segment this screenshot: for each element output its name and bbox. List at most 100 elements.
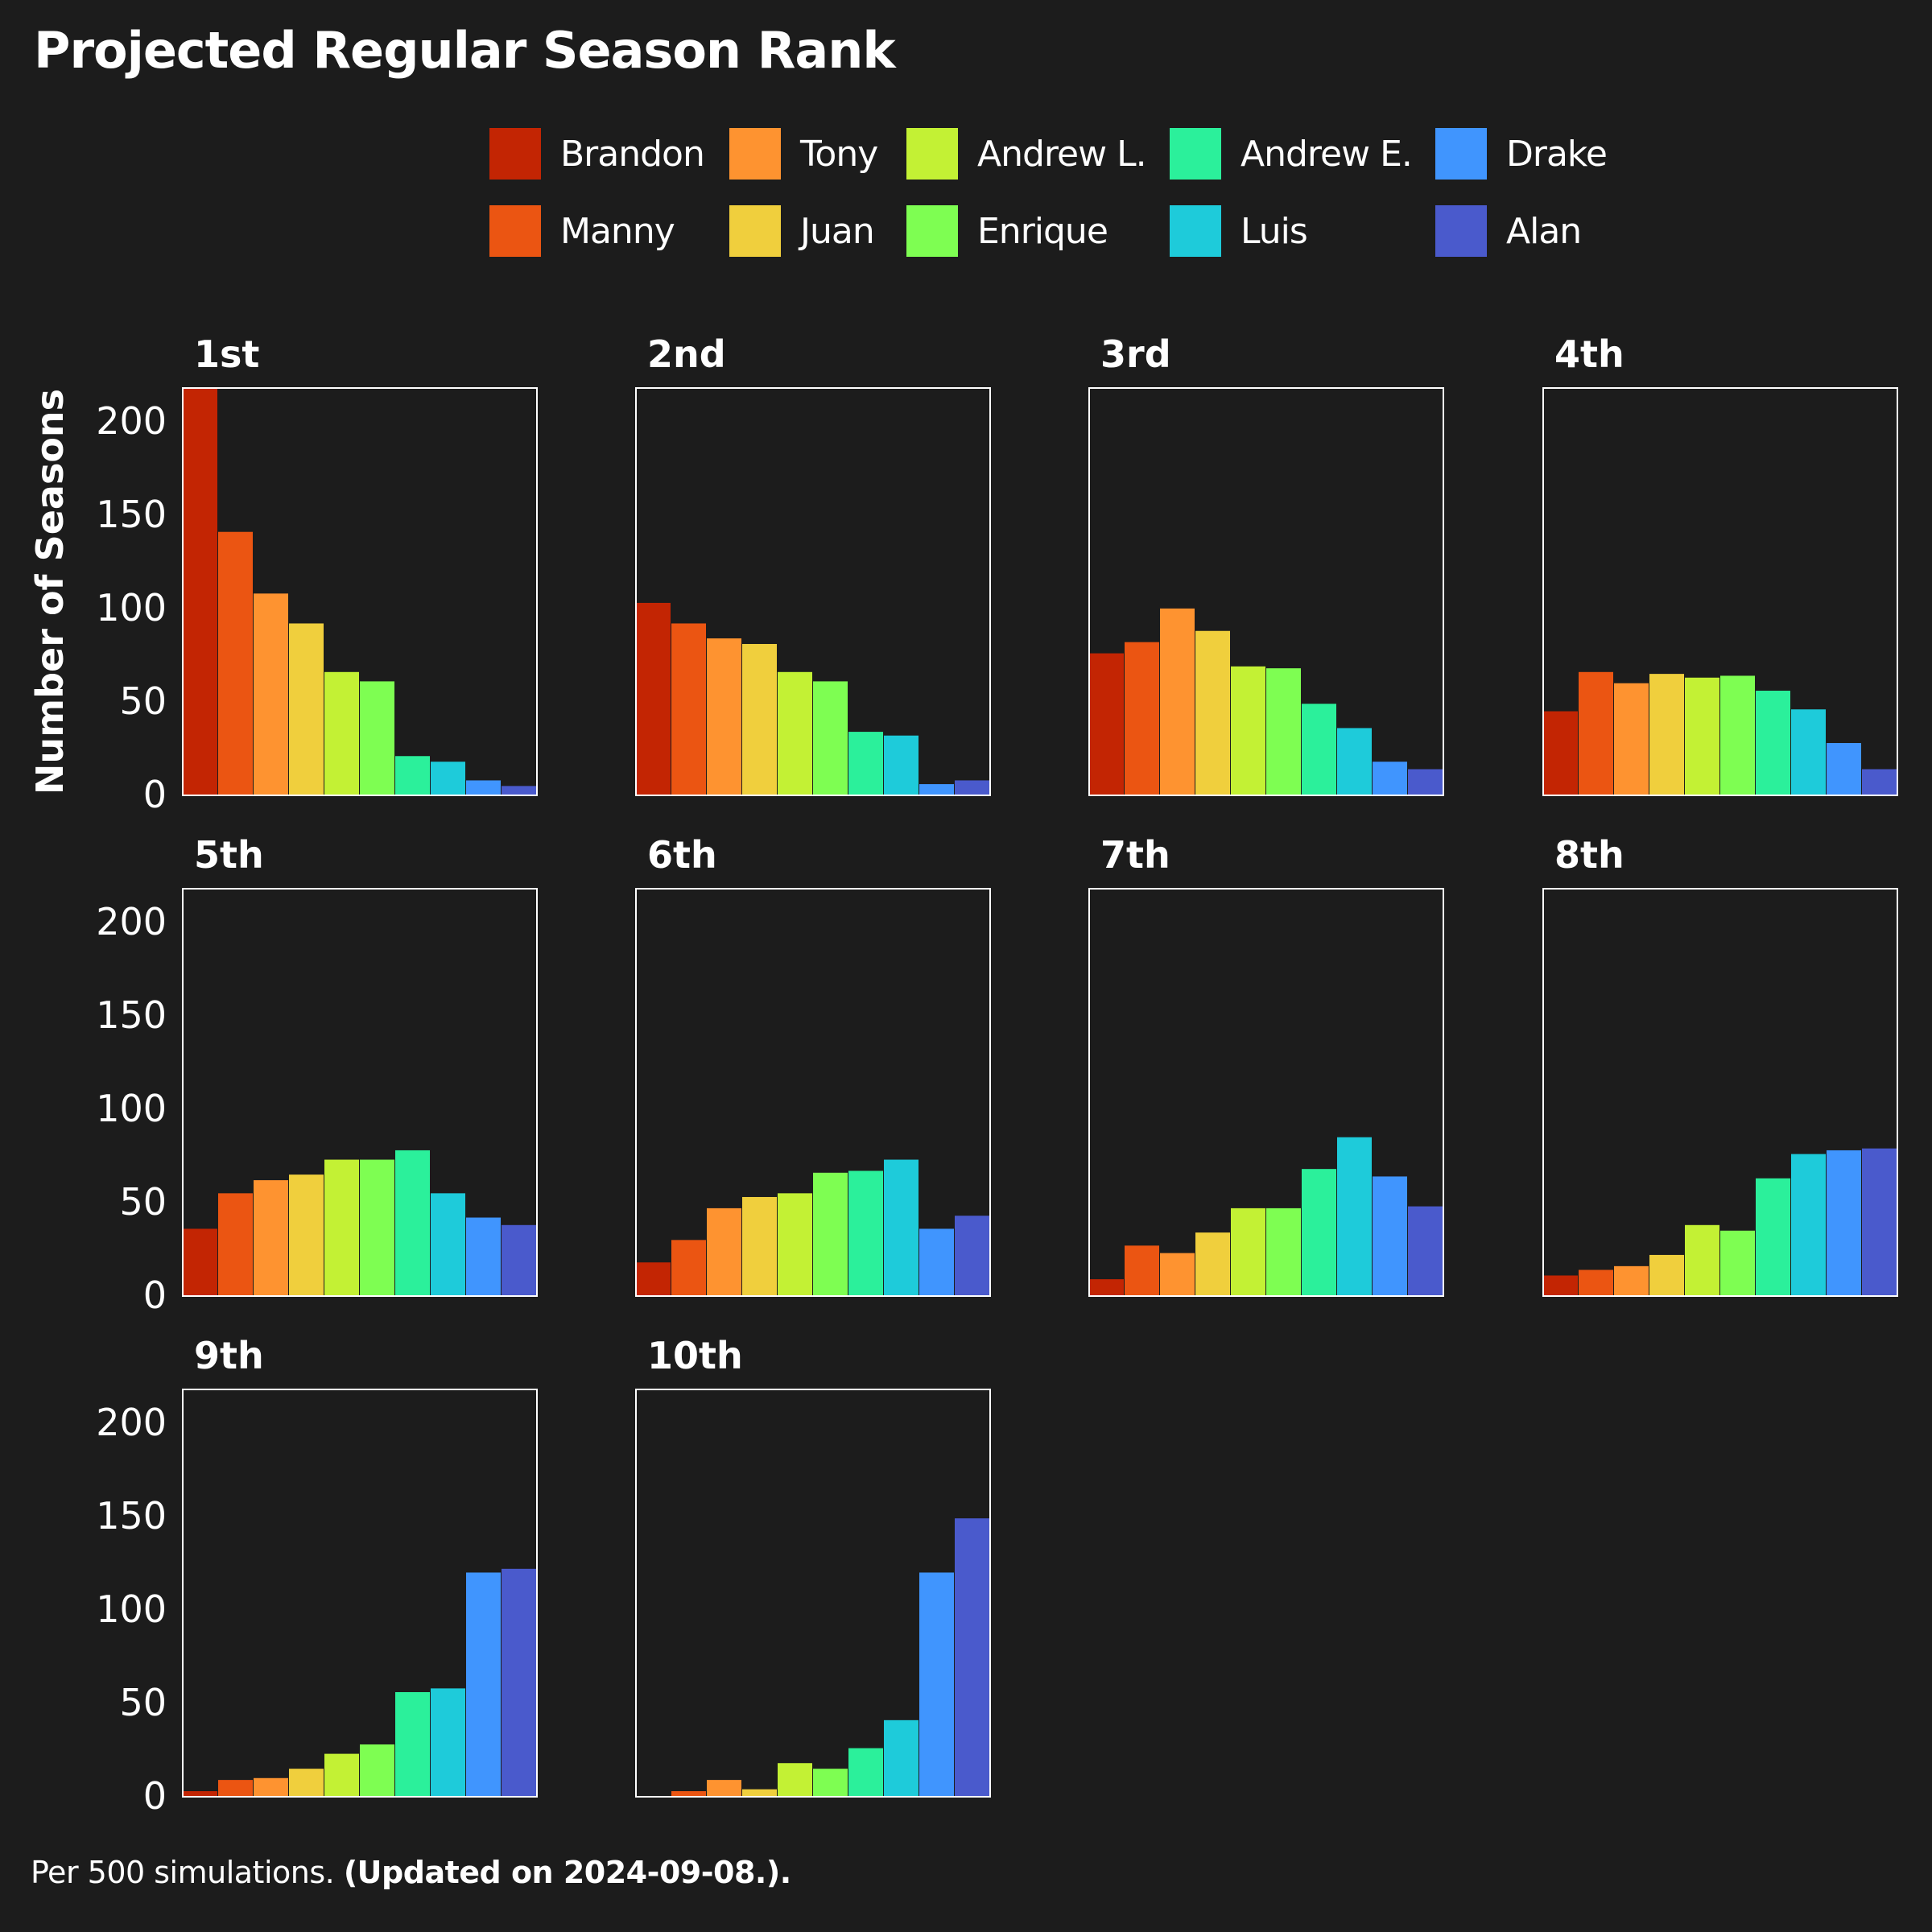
bar-juan (289, 623, 324, 795)
bar-luis (1791, 709, 1826, 795)
legend-item-andrew-l: Andrew L. (906, 127, 1147, 180)
bar-enrique (1720, 675, 1755, 795)
legend-swatch (1170, 128, 1221, 180)
panel-4th: 4th (1542, 332, 1898, 796)
bar-enrique (1720, 1230, 1755, 1296)
panel-title: 3rd (1100, 332, 1171, 376)
panel-3rd: 3rd (1088, 332, 1444, 796)
page-title: Projected Regular Season Rank (34, 21, 896, 80)
bar-brandon (1089, 653, 1124, 795)
bar-andrew-l (778, 1763, 812, 1797)
bar-andrew-l (324, 1753, 359, 1797)
y-tick-label: 150 (96, 493, 167, 536)
bar-luis (884, 1159, 919, 1296)
bar-juan (742, 1789, 777, 1797)
bar-brandon (636, 1262, 671, 1296)
bar-juan (742, 643, 777, 795)
bar-andrew-l (778, 1193, 812, 1296)
panel-title: 6th (647, 833, 717, 877)
bar-enrique (813, 681, 848, 795)
footer-updated: (Updated on 2024-09-08.). (343, 1855, 791, 1890)
bar-andrew-l (1231, 666, 1265, 795)
legend-label: Andrew L. (977, 133, 1147, 175)
bar-tony (254, 1180, 288, 1296)
bar-andrew-e (1302, 1169, 1336, 1296)
panel-frame (635, 387, 991, 796)
bar-andrew-e (395, 1692, 430, 1797)
legend-label: Alan (1506, 210, 1582, 252)
panel-frame (182, 387, 538, 796)
panel-frame (182, 1389, 538, 1798)
bar-drake (1373, 1176, 1407, 1296)
legend-item-manny: Manny (489, 204, 675, 258)
bar-tony (1160, 608, 1195, 795)
bar-juan (1649, 1254, 1684, 1296)
bar-luis (1337, 1137, 1372, 1296)
bar-alan (1408, 1206, 1443, 1296)
bar-drake (466, 1217, 501, 1296)
bar-tony (1614, 683, 1649, 795)
legend-label: Drake (1506, 133, 1608, 175)
bar-andrew-e (1302, 704, 1336, 795)
legend-item-alan: Alan (1435, 204, 1582, 258)
bar-andrew-l (1231, 1208, 1265, 1296)
legend-item-enrique: Enrique (906, 204, 1108, 258)
bar-luis (431, 1688, 465, 1797)
panel-6th: 6th (635, 833, 991, 1297)
panel-frame (1542, 888, 1898, 1297)
bar-drake (919, 784, 954, 795)
bar-andrew-e (395, 1150, 430, 1296)
bar-brandon (1089, 1279, 1124, 1296)
panel-10th: 10th (635, 1334, 991, 1798)
legend-label: Tony (800, 133, 878, 175)
bar-manny (218, 1780, 253, 1797)
panel-frame (182, 888, 538, 1297)
y-tick-label: 0 (143, 1774, 167, 1818)
panel-frame (1088, 387, 1444, 796)
bar-luis (1337, 728, 1372, 795)
panel-2nd: 2nd (635, 332, 991, 796)
y-tick-label: 150 (96, 993, 167, 1037)
bar-enrique (1266, 1208, 1301, 1296)
bar-alan (955, 1216, 989, 1296)
bar-tony (707, 638, 741, 795)
y-tick-label: 100 (96, 1087, 167, 1130)
bar-drake (1373, 762, 1407, 795)
bar-tony (254, 1777, 288, 1797)
bar-alan (1408, 769, 1443, 795)
legend-item-andrew-e: Andrew E. (1170, 127, 1413, 180)
bar-brandon (1543, 1275, 1578, 1296)
bar-drake (919, 1228, 954, 1296)
footer-caption: Per 500 simulations. (Updated on 2024-09… (31, 1855, 791, 1890)
panel-9th: 9th 0 50 100 150 200 (96, 1334, 538, 1818)
footer-note: Per 500 simulations. (31, 1855, 335, 1890)
bar-andrew-e (395, 756, 430, 795)
bar-andrew-l (1685, 677, 1719, 795)
bar-alan (955, 780, 989, 795)
bar-juan (1195, 1232, 1230, 1296)
legend-label: Enrique (977, 210, 1108, 252)
panel-title: 10th (647, 1334, 743, 1377)
bar-andrew-l (324, 671, 359, 795)
bar-andrew-e (848, 732, 883, 795)
bar-luis (431, 1193, 465, 1296)
legend-label: Andrew E. (1241, 133, 1413, 175)
y-tick-label: 0 (143, 773, 167, 816)
bar-tony (1614, 1265, 1649, 1296)
bar-enrique (813, 1769, 848, 1797)
bar-juan (1649, 674, 1684, 795)
y-tick-label: 150 (96, 1494, 167, 1538)
legend-swatch (729, 205, 781, 257)
legend-swatch (489, 205, 541, 257)
panel-title: 5th (194, 833, 264, 877)
bar-manny (671, 623, 706, 795)
y-tick-label: 100 (96, 586, 167, 630)
panel-title: 4th (1554, 332, 1624, 376)
bar-alan (502, 1568, 536, 1797)
bar-juan (289, 1174, 324, 1296)
bar-brandon (636, 602, 671, 795)
panel-title: 2nd (647, 332, 726, 376)
bar-andrew-l (1685, 1224, 1719, 1296)
bar-enrique (813, 1172, 848, 1296)
bar-brandon (183, 1791, 217, 1797)
